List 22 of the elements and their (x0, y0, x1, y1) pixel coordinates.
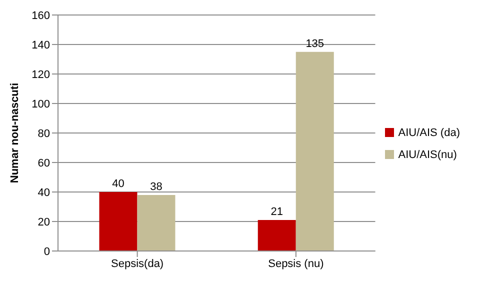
legend-label: AIU/AIS (da) (398, 126, 460, 138)
y-tick-label: 20 (38, 216, 50, 228)
bar (99, 192, 138, 251)
data-label: 21 (270, 206, 283, 218)
x-tick-label: Sepsis (nu) (268, 258, 324, 270)
data-label: 38 (150, 180, 162, 193)
bar (258, 220, 296, 251)
y-axis-title: Numar nou-nascuti (8, 82, 21, 184)
x-tick-label: Sepsis(da) (111, 258, 164, 270)
y-tick-label: 120 (32, 68, 50, 81)
bar (137, 194, 176, 251)
y-tick-label: 100 (32, 98, 50, 110)
y-tick-label: 160 (32, 10, 50, 22)
data-label: 40 (112, 178, 124, 190)
y-tick-label: 60 (38, 157, 50, 170)
y-tick-label: 80 (38, 128, 50, 140)
data-label: 135 (306, 38, 324, 50)
y-tick-label: 140 (32, 39, 50, 52)
y-tick-label: 40 (38, 186, 50, 199)
legend-label: AIU/AIS(nu) (398, 148, 457, 160)
bar (296, 52, 334, 251)
y-tick-label: 0 (44, 246, 50, 258)
